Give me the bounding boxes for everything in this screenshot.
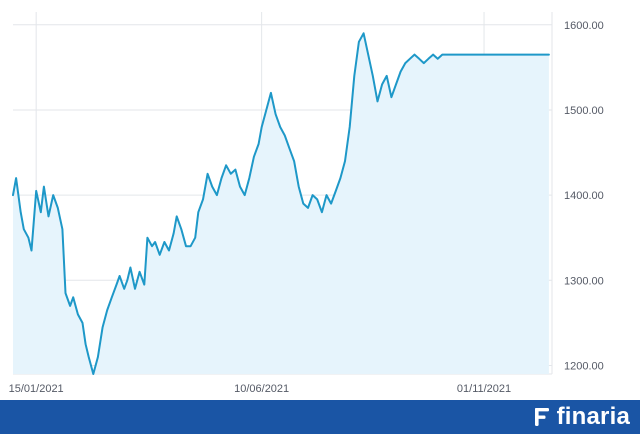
y-tick-label: 1400.00 <box>564 190 604 202</box>
area-layer <box>13 33 549 375</box>
brand-name: finaria <box>556 403 630 430</box>
y-tick-label: 1200.00 <box>564 360 604 372</box>
brand: finaria <box>533 403 630 431</box>
line-layer <box>12 32 550 375</box>
y-tick-label: 1300.00 <box>564 275 604 287</box>
x-tick-label: 10/06/2021 <box>234 383 289 395</box>
brand-footer: finaria <box>0 400 640 434</box>
axis-layer: 1200.00 1300.00 1400.00 1500.00 1600.00 15/01… <box>9 20 604 395</box>
price-area-fill <box>13 33 549 375</box>
x-tick-label: 01/11/2021 <box>457 383 511 395</box>
y-tick-label: 1600.00 <box>564 20 604 32</box>
price-series-line <box>12 32 550 375</box>
price-chart: 1200.00 1300.00 1400.00 1500.00 1600.00 15/01… <box>9 12 604 395</box>
x-tick-label: 15/01/2021 <box>9 383 64 395</box>
y-tick-label: 1500.00 <box>564 105 604 117</box>
finaria-logo-icon <box>534 408 549 426</box>
price-chart-svg: 1200.00 1300.00 1400.00 1500.00 1600.00 15/01… <box>9 12 604 395</box>
